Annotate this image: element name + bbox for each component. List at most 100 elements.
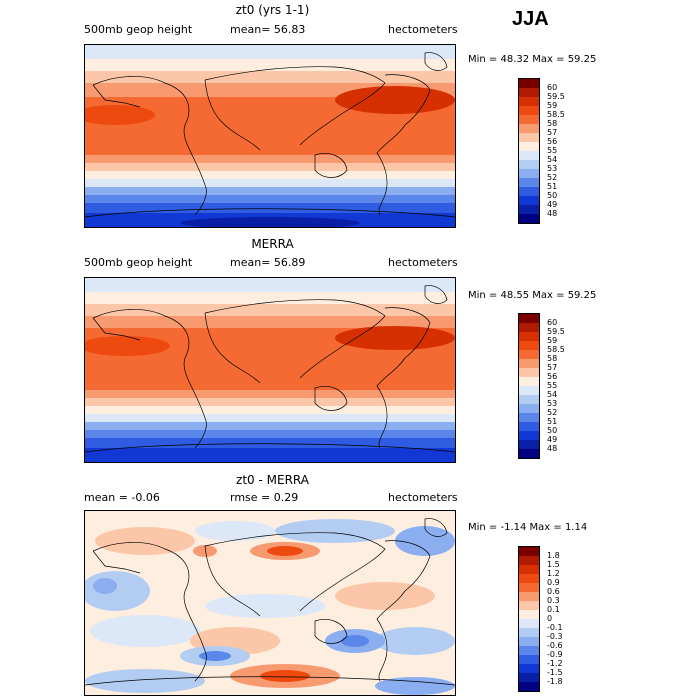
colorbar-label: 1.8 xyxy=(547,551,560,560)
colorbar-label: 48 xyxy=(547,209,558,218)
panel2-map xyxy=(84,277,456,463)
colorbar-swatch xyxy=(519,115,539,124)
colorbar-swatch xyxy=(519,637,539,646)
colorbar-swatch xyxy=(519,377,539,386)
colorbar-swatch xyxy=(519,151,539,160)
panel1-field-label: 500mb geop height xyxy=(84,23,193,36)
colorbar-label: 58.5 xyxy=(547,345,565,354)
panel2-units: hectometers xyxy=(388,256,458,269)
panel2-minmax: Min = 48.55 Max = 59.25 xyxy=(468,290,597,301)
colorbar-label: 0.6 xyxy=(547,587,560,596)
colorbar-label: -0.1 xyxy=(547,623,563,632)
colorbar-swatch xyxy=(519,386,539,395)
colorbar-swatch xyxy=(519,682,539,691)
colorbar-label: 57 xyxy=(547,128,558,137)
colorbar-swatch xyxy=(519,88,539,97)
colorbar-label: 52 xyxy=(547,408,558,417)
colorbar-swatch xyxy=(519,97,539,106)
colorbar-swatch xyxy=(519,323,539,332)
panel1-title: zt0 (yrs 1-1) xyxy=(235,3,310,17)
colorbar-label: 49 xyxy=(547,200,558,209)
colorbar-swatch xyxy=(519,583,539,592)
colorbar-label: 56 xyxy=(547,372,558,381)
colorbar-label: 0.9 xyxy=(547,578,560,587)
colorbar-label: 49 xyxy=(547,435,558,444)
panel3-title: zt0 - MERRA xyxy=(236,473,309,487)
colorbar-swatch xyxy=(519,547,539,556)
colorbar-swatch xyxy=(519,556,539,565)
colorbar-swatch xyxy=(519,440,539,449)
colorbar-swatch xyxy=(519,133,539,142)
colorbar-label: 57 xyxy=(547,363,558,372)
colorbar-label: 56 xyxy=(547,137,558,146)
colorbar-label: 59 xyxy=(547,336,558,345)
colorbar-label: 55 xyxy=(547,381,558,390)
season-label: JJA xyxy=(512,8,549,30)
colorbar-label: -0.3 xyxy=(547,632,563,641)
panel1-colorbar: 60 59.5 59 58.5 58 57 56 55 54 53 52 51 … xyxy=(518,78,565,224)
colorbar-label: 58 xyxy=(547,354,558,363)
colorbar-swatch xyxy=(519,574,539,583)
panel3-colorbar: 1.8 1.5 1.2 0.9 0.6 0.3 0.1 0 -0.1 -0.3 … xyxy=(518,546,563,692)
colorbar-label: 59 xyxy=(547,101,558,110)
colorbar-label: 0.3 xyxy=(547,596,560,605)
colorbar-label: 0.1 xyxy=(547,605,560,614)
colorbar-swatch xyxy=(519,106,539,115)
panel2-mean: mean= 56.89 xyxy=(230,256,306,269)
colorbar-swatch xyxy=(519,79,539,88)
panel1-map xyxy=(84,44,456,228)
colorbar-swatch xyxy=(519,160,539,169)
colorbar-swatch xyxy=(519,592,539,601)
colorbar-swatch xyxy=(519,610,539,619)
colorbar-swatch xyxy=(519,214,539,223)
colorbar-label: 55 xyxy=(547,146,558,155)
colorbar-swatch xyxy=(519,565,539,574)
panel1-mean: mean= 56.83 xyxy=(230,23,306,36)
colorbar-swatch xyxy=(519,314,539,323)
colorbar-label: 1.5 xyxy=(547,560,560,569)
colorbar-label: -0.6 xyxy=(547,641,563,650)
colorbar-label: 59.5 xyxy=(547,92,565,101)
colorbar-swatch xyxy=(519,205,539,214)
colorbar-label: 58.5 xyxy=(547,110,565,119)
colorbar-swatch xyxy=(519,368,539,377)
colorbar-label: 58 xyxy=(547,119,558,128)
colorbar-label: -1.2 xyxy=(547,659,563,668)
colorbar-swatch xyxy=(519,673,539,682)
colorbar-swatch xyxy=(519,187,539,196)
panel3-map-svg xyxy=(85,511,455,695)
colorbar-swatch xyxy=(519,178,539,187)
colorbar-label: -1.5 xyxy=(547,668,563,677)
colorbar-swatch xyxy=(519,196,539,205)
colorbar-label: 60 xyxy=(547,83,558,92)
panel2-map-svg xyxy=(85,278,455,462)
panel3-map xyxy=(84,510,456,696)
colorbar-label: 51 xyxy=(547,417,558,426)
colorbar-swatch xyxy=(519,601,539,610)
colorbar-swatch xyxy=(519,664,539,673)
colorbar-label: -1.8 xyxy=(547,677,563,686)
colorbar-label: 59.5 xyxy=(547,327,565,336)
colorbar-swatch xyxy=(519,124,539,133)
colorbar-swatch xyxy=(519,646,539,655)
colorbar-label: 53 xyxy=(547,399,558,408)
colorbar-label: 48 xyxy=(547,444,558,453)
colorbar-swatch xyxy=(519,142,539,151)
panel1-minmax: Min = 48.32 Max = 59.25 xyxy=(468,54,597,65)
colorbar-label: 54 xyxy=(547,155,558,164)
colorbar-swatch xyxy=(519,619,539,628)
colorbar-swatch xyxy=(519,449,539,458)
colorbar-label: 0 xyxy=(547,614,553,623)
colorbar-swatch xyxy=(519,404,539,413)
colorbar-swatch xyxy=(519,350,539,359)
panel1-map-svg xyxy=(85,45,455,227)
panel3-mean: mean = -0.06 xyxy=(84,491,160,504)
colorbar-swatch xyxy=(519,655,539,664)
colorbar-swatch xyxy=(519,422,539,431)
colorbar-label: 53 xyxy=(547,164,558,173)
panel1-units: hectometers xyxy=(388,23,458,36)
colorbar-swatch xyxy=(519,431,539,440)
colorbar-swatch xyxy=(519,395,539,404)
colorbar-label: 51 xyxy=(547,182,558,191)
colorbar-label: -0.9 xyxy=(547,650,563,659)
